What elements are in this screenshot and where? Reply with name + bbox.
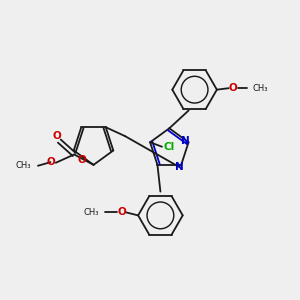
Text: O: O — [77, 155, 86, 165]
Text: Cl: Cl — [164, 142, 175, 152]
Text: O: O — [53, 131, 62, 141]
Text: O: O — [229, 83, 238, 93]
Text: O: O — [46, 157, 55, 167]
Text: CH₃: CH₃ — [15, 161, 31, 170]
Text: N: N — [175, 162, 184, 172]
Text: O: O — [117, 207, 126, 218]
Text: CH₃: CH₃ — [253, 84, 268, 93]
Text: N: N — [181, 136, 189, 146]
Text: CH₃: CH₃ — [84, 208, 100, 217]
